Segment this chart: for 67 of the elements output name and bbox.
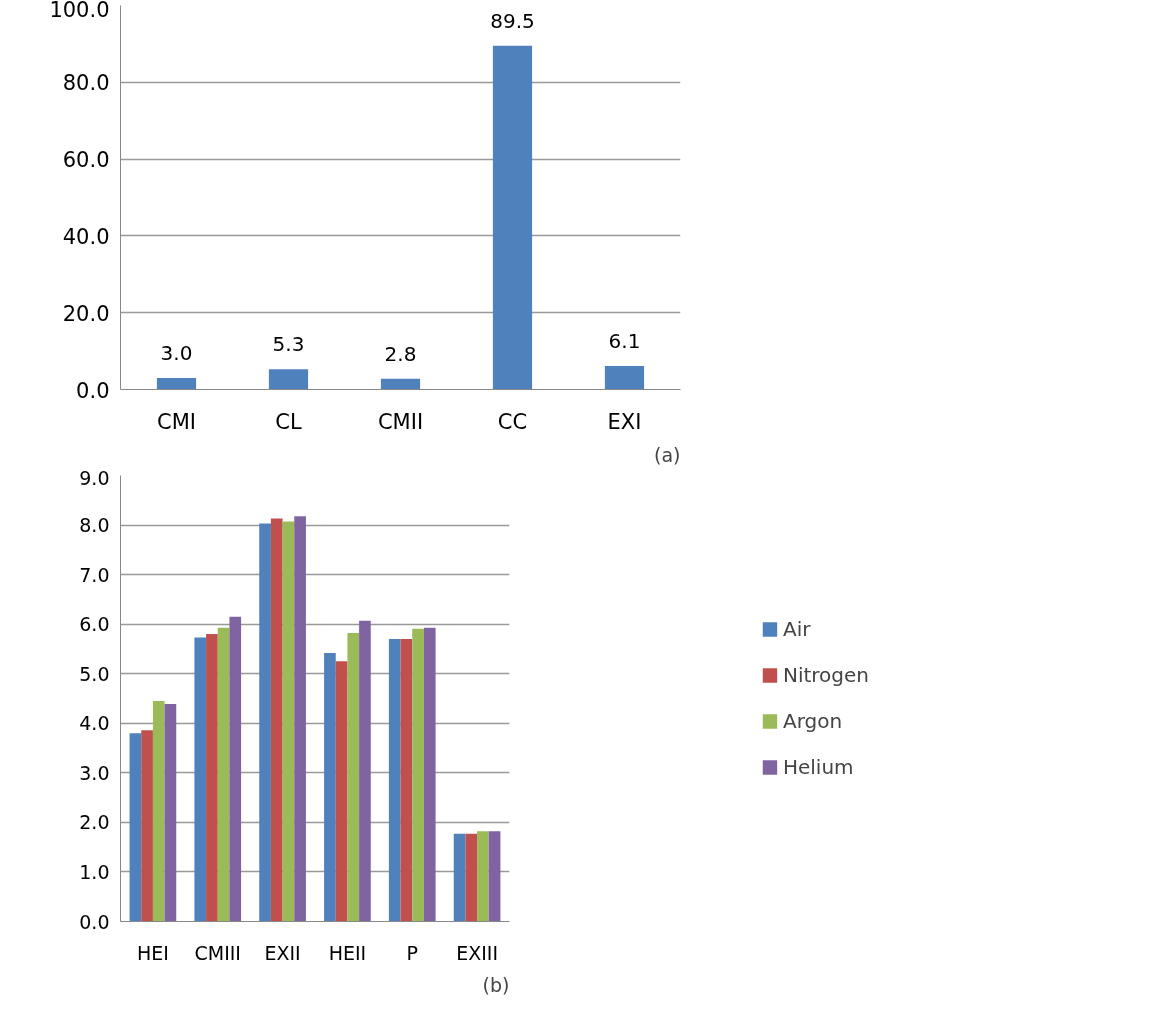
legend-label: Argon — [782, 709, 843, 733]
y-tick-label: 0.0 — [79, 910, 110, 933]
bar — [488, 831, 501, 922]
bar — [229, 616, 242, 922]
bar — [217, 627, 230, 922]
bar — [453, 833, 466, 922]
y-tick-label: 40.0 — [62, 224, 110, 249]
bar — [492, 45, 533, 390]
bar — [259, 523, 271, 922]
bar — [206, 634, 218, 922]
x-tick-label: CC — [497, 409, 528, 434]
x-tick-label: CL — [275, 409, 302, 434]
bar — [388, 639, 401, 922]
bar — [423, 627, 436, 922]
bar — [359, 620, 371, 922]
y-tick-label: 7.0 — [79, 563, 110, 586]
y-tick-label: 8.0 — [79, 514, 110, 537]
y-tick-label: 20.0 — [62, 301, 110, 326]
data-label: 6.1 — [608, 329, 641, 354]
x-tick-label: EXIII — [456, 941, 499, 964]
legend-label: Helium — [782, 755, 854, 779]
bar — [164, 703, 177, 922]
data-label: 5.3 — [272, 332, 305, 357]
data-label: 89.5 — [490, 8, 535, 33]
bar — [335, 661, 348, 922]
bar — [380, 378, 421, 390]
x-tick-label: EXII — [264, 941, 301, 964]
bar — [268, 369, 309, 390]
data-label: 3.0 — [160, 340, 193, 365]
bar — [324, 652, 336, 922]
y-tick-label: 9.0 — [79, 466, 110, 489]
y-tick-label: 2.0 — [79, 811, 110, 834]
x-tick-label: CMI — [157, 409, 196, 434]
x-tick-label: CMII — [377, 409, 424, 434]
text: (b) — [482, 973, 510, 996]
bar — [465, 833, 478, 922]
bar — [129, 733, 142, 922]
bar — [294, 516, 306, 922]
y-tick-label: 100.0 — [49, 0, 110, 22]
x-tick-label: HEI — [136, 941, 169, 964]
bar — [194, 637, 207, 922]
y-tick-label: 60.0 — [62, 148, 110, 173]
data-label: 2.8 — [384, 341, 417, 366]
bar — [282, 521, 295, 922]
bar — [156, 377, 197, 390]
x-tick-label: CMIII — [194, 941, 241, 964]
y-tick-label: 1.0 — [79, 860, 110, 883]
y-tick-label: 3.0 — [79, 761, 110, 784]
text: (a) — [654, 443, 681, 466]
x-tick-label: P — [406, 941, 418, 964]
bar — [152, 700, 165, 922]
legend-label: Air — [782, 617, 811, 641]
y-tick-label: 4.0 — [79, 712, 110, 735]
y-tick-label: 0.0 — [76, 378, 110, 403]
y-tick-label: 80.0 — [62, 71, 110, 96]
bar — [400, 639, 413, 922]
bar — [141, 730, 153, 922]
y-tick-label: 6.0 — [79, 613, 110, 636]
legend-label: Nitrogen — [782, 663, 870, 687]
bar — [347, 633, 360, 922]
x-tick-label: HEII — [328, 941, 367, 964]
x-tick-label: EXI — [607, 409, 642, 434]
y-tick-label: 5.0 — [79, 662, 110, 685]
bar — [270, 518, 283, 922]
bar — [477, 831, 489, 922]
bar — [412, 628, 424, 922]
bar — [604, 366, 645, 390]
